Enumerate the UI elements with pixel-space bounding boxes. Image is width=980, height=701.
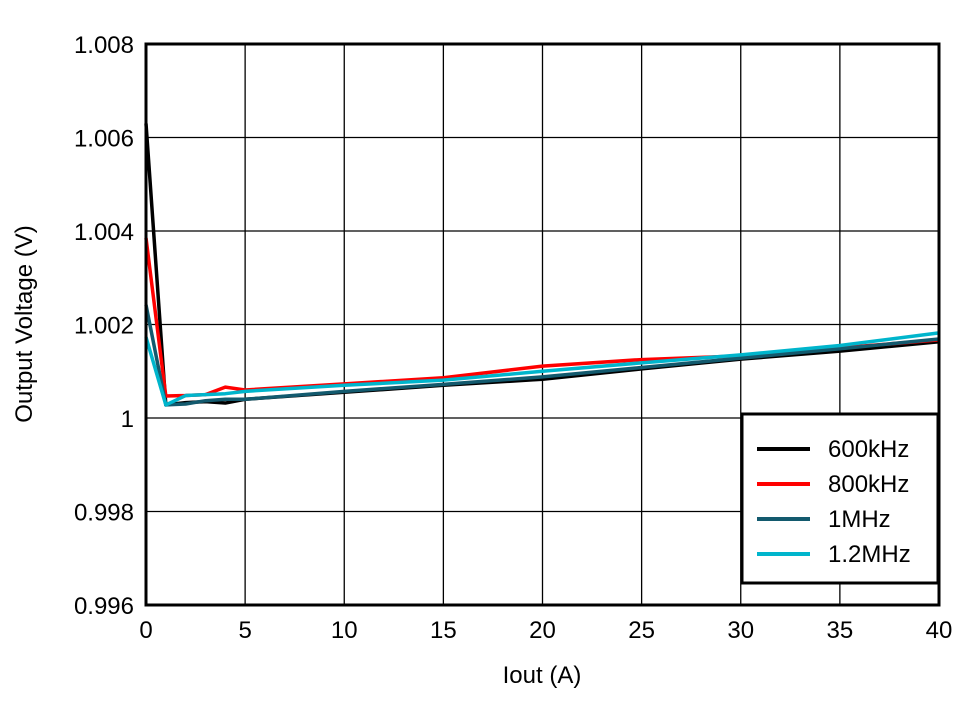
y-axis-label: Output Voltage (V) [11,225,38,422]
x-tick-label: 25 [628,617,655,644]
x-tick-label: 35 [827,617,854,644]
x-axis-label: Iout (A) [503,662,582,689]
x-tick-label: 15 [430,617,457,644]
tick-labels: 0 5 10 15 20 25 30 35 40 0.996 0.998 1 1.002 1.004 1.0… [74,32,952,644]
grid [145,43,940,606]
legend-label: 1.2MHz [828,541,911,568]
series-lines [144,123,940,407]
y-tick-label: 0.998 [74,500,134,527]
y-tick-label: 1.008 [74,32,134,59]
legend: 600kHz 800kHz 1MHz 1.2MHz [740,412,940,585]
x-tick-label: 30 [727,617,754,644]
plot-frame [144,42,941,607]
x-tick-label: 5 [238,617,251,644]
legend-label: 600kHz [828,436,909,463]
legend-label: 800kHz [828,471,909,498]
x-tick-label: 40 [926,617,953,644]
y-tick-label: 1.004 [74,219,134,246]
y-tick-label: 0.996 [74,593,134,620]
y-tick-label: 1 [121,406,134,433]
y-tick-label: 1.006 [74,126,134,153]
series-line-1MHz [144,304,940,407]
legend-label: 1MHz [828,506,891,533]
x-tick-label: 10 [331,617,358,644]
series-line-1.2MHz [144,331,940,407]
y-tick-label: 1.002 [74,313,134,340]
x-tick-label: 0 [139,617,152,644]
x-tick-label: 20 [529,617,556,644]
